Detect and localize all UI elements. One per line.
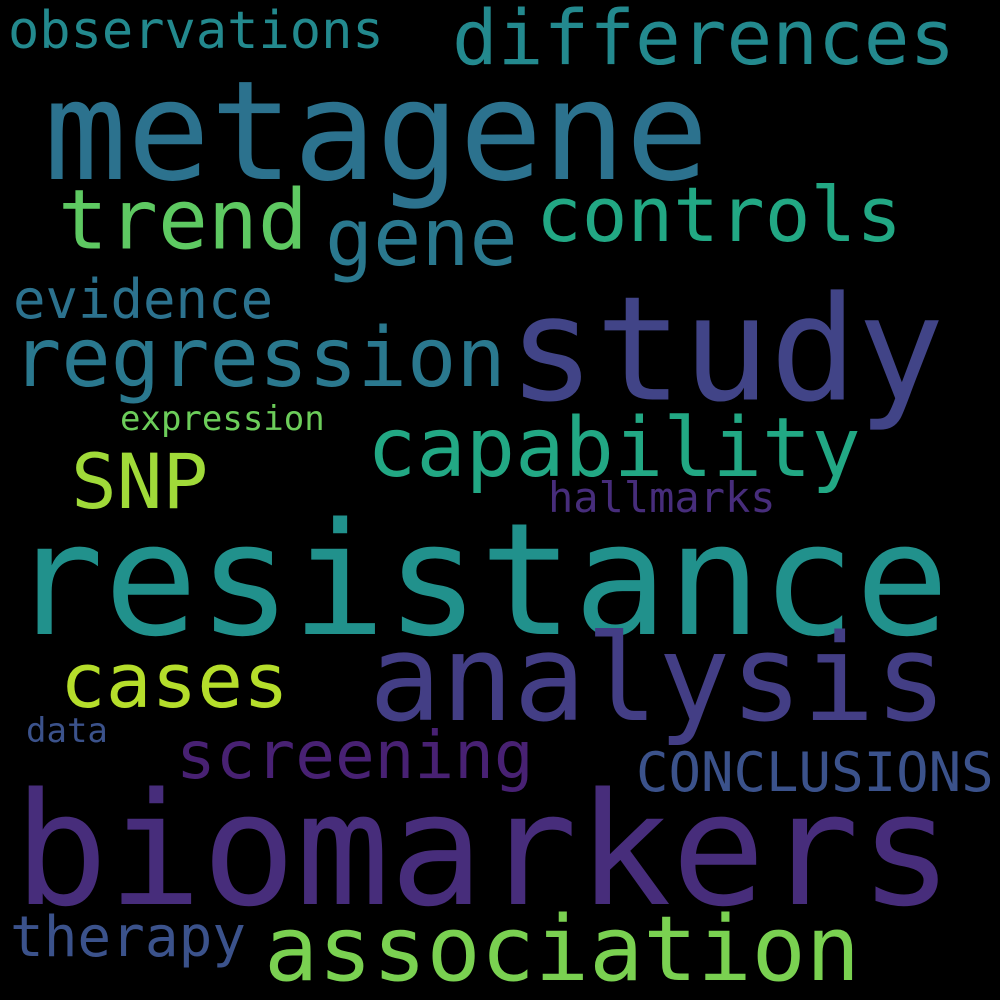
word-trend: trend — [58, 171, 308, 269]
word-hallmarks: hallmarks — [548, 473, 776, 522]
word-resistance: resistance — [10, 489, 950, 671]
word-controls: controls — [536, 170, 903, 259]
word-snp: SNP — [71, 437, 209, 526]
word-screening: screening — [176, 717, 534, 794]
word-therapy: therapy — [10, 905, 247, 970]
word-biomarkers: biomarkers — [14, 759, 954, 941]
word-capability: capability — [367, 401, 861, 496]
word-differences: differences — [452, 0, 956, 82]
word-analysis: analysis — [369, 610, 947, 749]
word-observations: observations — [8, 1, 384, 61]
word-expression: expression — [120, 399, 325, 439]
word-association: association — [264, 897, 861, 1000]
word-cases: cases — [60, 636, 289, 725]
word-study: study — [508, 265, 945, 435]
word-regression: regression — [12, 311, 506, 406]
word-conclusions: CONCLUSIONS — [636, 741, 994, 804]
word-data: data — [26, 711, 108, 751]
word-evidence: evidence — [13, 268, 274, 331]
word-gene: gene — [325, 191, 518, 284]
word-metagene: metagene — [44, 51, 709, 212]
